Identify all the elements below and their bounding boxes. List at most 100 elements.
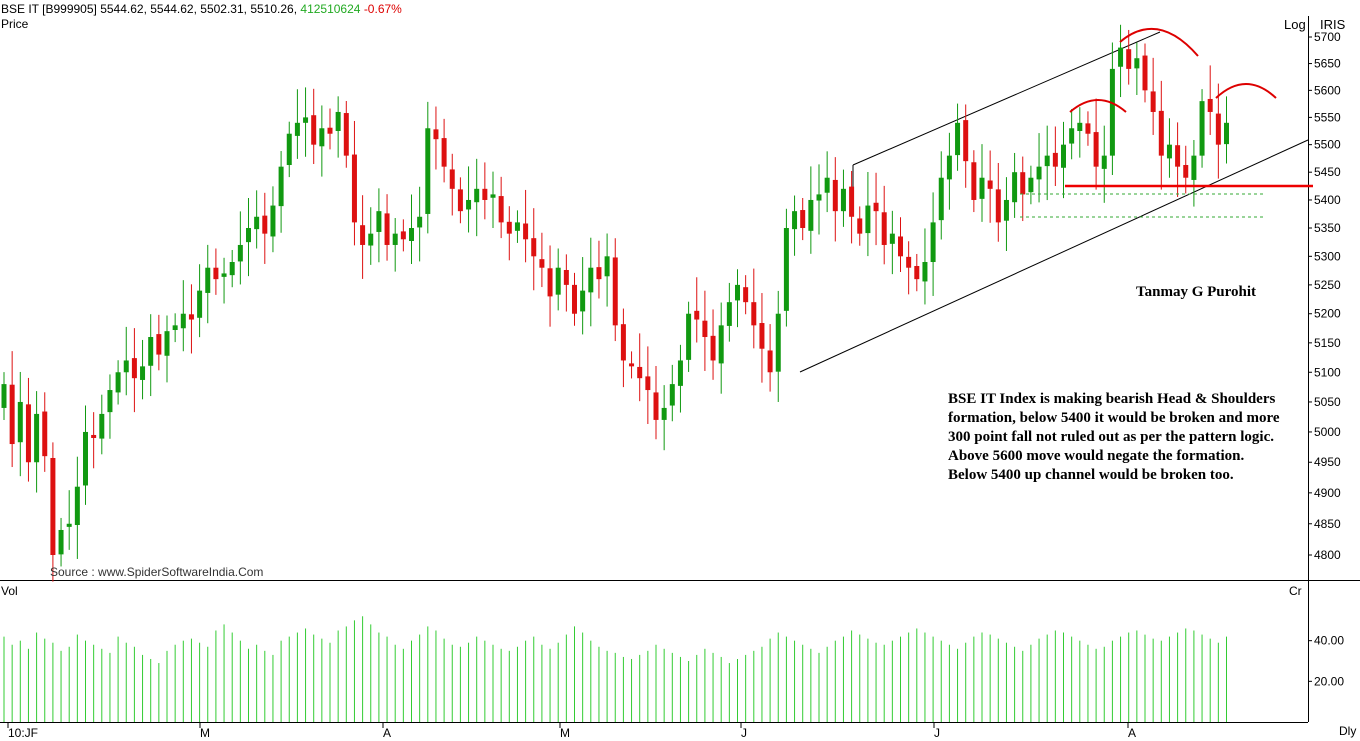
candle-down: [629, 363, 635, 367]
head-arc: [1119, 28, 1199, 57]
change-value: -0.67%: [363, 2, 402, 16]
price-tick-label: 4800: [1314, 548, 1341, 562]
candle-up: [726, 302, 732, 326]
candle-up: [58, 529, 64, 555]
candle-down: [131, 358, 137, 379]
price-tick-label: 5150: [1314, 336, 1341, 350]
candle-down: [482, 188, 488, 200]
candle-up: [669, 384, 675, 406]
candlestick-series: [1, 24, 1229, 582]
ohlc-values: 5544.62, 5544.62, 5502.31, 5510.26,: [100, 2, 298, 16]
date-tick-label: M: [200, 726, 210, 740]
date-tick-label: J: [741, 726, 747, 740]
candle-down: [971, 162, 977, 200]
price-tick-label: 5350: [1314, 221, 1341, 235]
candle-up: [286, 133, 292, 166]
head-and-shoulders-pattern: [1020, 28, 1313, 218]
candle-down: [832, 179, 838, 212]
candle-up: [1199, 101, 1205, 156]
candle-up: [66, 523, 72, 527]
candle-up: [278, 166, 284, 207]
price-tick-label: 5650: [1314, 57, 1341, 71]
candle-up: [221, 273, 227, 277]
price-tick-label: 5200: [1314, 307, 1341, 321]
candle-up: [205, 267, 211, 293]
price-tick-label: 5450: [1314, 165, 1341, 179]
candle-down: [857, 218, 863, 234]
candle-up: [955, 122, 961, 156]
candle-down: [433, 129, 439, 140]
candle-down: [1207, 98, 1213, 112]
price-tick-label: 4950: [1314, 455, 1341, 469]
candle-up: [865, 205, 871, 234]
candle-up: [580, 290, 586, 312]
candle-down: [751, 302, 757, 326]
candle-up: [938, 177, 944, 221]
candle-up: [555, 267, 561, 295]
candle-up: [335, 111, 341, 131]
candle-up: [661, 407, 667, 420]
volume-axis: 20.00 40.00: [1308, 634, 1344, 688]
date-tick-label: A: [383, 726, 391, 740]
candle-up: [409, 228, 414, 241]
candle-up: [922, 262, 928, 282]
chart-header: BSE IT [B999905] 5544.62, 5544.62, 5502.…: [1, 2, 402, 16]
price-tick-label: 5050: [1314, 395, 1341, 409]
volume-label: Vol: [1, 584, 18, 598]
candle-down: [531, 238, 537, 257]
price-tick-label: 5700: [1314, 30, 1341, 44]
candle-down: [963, 120, 969, 162]
candle-up: [254, 216, 260, 230]
candle-up: [1003, 199, 1009, 221]
symbol-label: BSE IT [B999905]: [1, 2, 97, 16]
candle-down: [873, 202, 879, 212]
candle-up: [246, 228, 251, 243]
volume-unit-label: Cr: [1289, 584, 1302, 598]
candle-down: [213, 267, 219, 280]
candle-down: [1183, 165, 1189, 178]
candle-down: [441, 138, 447, 167]
candle-up: [1, 384, 7, 408]
price-tick-label: 5600: [1314, 83, 1341, 97]
candle-up: [148, 337, 154, 366]
candle-down: [987, 180, 993, 189]
candle-down: [188, 314, 194, 320]
price-tick-label: 5000: [1314, 425, 1341, 439]
candle-down: [1093, 132, 1099, 167]
date-axis: 10:JF M A M J J A: [7, 722, 1136, 740]
candle-down: [694, 310, 700, 320]
candle-down: [637, 366, 643, 379]
candle-up: [172, 325, 178, 331]
candle-down: [759, 323, 765, 349]
note-line: Above 5600 move would negate the formati…: [948, 448, 1245, 464]
candle-up: [1101, 155, 1107, 169]
candle-up: [1134, 58, 1140, 69]
candle-up: [1036, 166, 1042, 180]
candle-up: [1061, 144, 1066, 168]
candle-up: [237, 244, 243, 262]
price-tick-label: 5400: [1314, 193, 1341, 207]
trend-channel: [799, 31, 1309, 373]
candle-up: [164, 331, 170, 356]
candle-down: [457, 189, 463, 212]
price-tick-label: 5300: [1314, 249, 1341, 263]
candle-up: [775, 313, 781, 372]
candle-down: [743, 287, 749, 303]
candle-down: [50, 457, 56, 555]
candle-up: [466, 199, 472, 210]
candle-up: [718, 325, 724, 364]
candle-up: [824, 177, 830, 193]
candle-up: [1069, 128, 1075, 144]
price-axis: 4800 4850 4900 4950 5000 5050 5100 5150 5200 5250…: [1308, 30, 1341, 562]
candle-up: [83, 431, 88, 486]
candle-up: [1166, 144, 1172, 159]
log-scale-toggle[interactable]: Log: [1284, 17, 1306, 32]
candle-down: [1052, 152, 1058, 167]
candle-up: [417, 216, 423, 228]
price-tick-label: 5550: [1314, 110, 1341, 124]
chart-frame: [0, 16, 1360, 723]
candle-up: [140, 366, 146, 380]
candle-down: [800, 210, 806, 229]
analysis-note: BSE IT Index is making bearish Head & Sh…: [948, 390, 1308, 485]
